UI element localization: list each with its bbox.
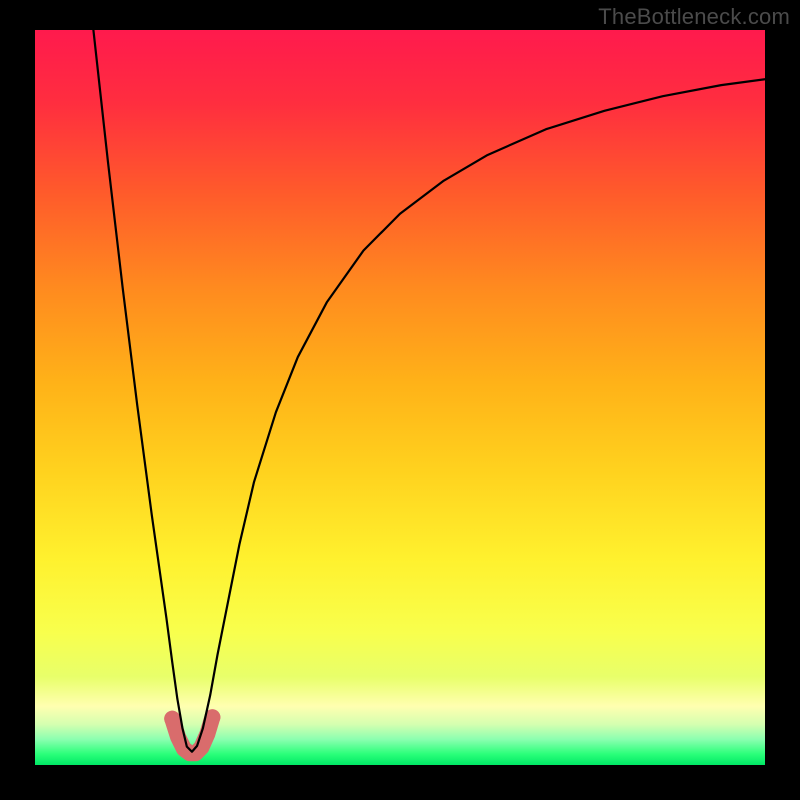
plot-gradient-background [35,30,765,765]
watermark-text: TheBottleneck.com [598,4,790,30]
chart-container: TheBottleneck.com [0,0,800,800]
highlight-cap-left [164,711,180,727]
bottleneck-chart [0,0,800,800]
